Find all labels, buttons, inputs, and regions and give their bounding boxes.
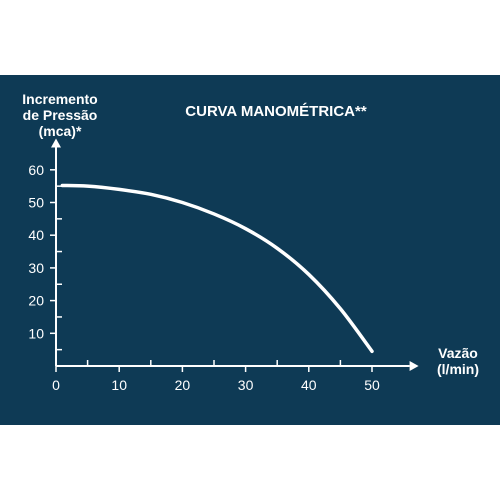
- x-tick-label: 20: [175, 377, 191, 393]
- x-axis-title-line-1: Vazão: [438, 345, 478, 361]
- axes: [51, 138, 419, 371]
- y-tick-label: 30: [28, 260, 44, 276]
- y-tick-label: 60: [28, 162, 44, 178]
- y-tick-label: 10: [28, 325, 44, 341]
- y-axis-title-line-1: Incremento: [22, 91, 97, 107]
- pressure-curve-line: [60, 183, 374, 354]
- x-tick-label: 50: [364, 377, 380, 393]
- x-tick-label: 30: [238, 377, 254, 393]
- x-axis-arrow: [409, 361, 419, 371]
- x-tick-label: 10: [111, 377, 127, 393]
- x-tick-label: 0: [52, 377, 60, 393]
- chart-title: CURVA MANOMÉTRICA**: [185, 103, 367, 120]
- x-tick-label: 40: [301, 377, 317, 393]
- y-axis-arrow: [51, 138, 61, 148]
- y-axis-title-line-3: (mca)*: [39, 123, 82, 139]
- y-tick-label: 20: [28, 293, 44, 309]
- series: [60, 183, 374, 354]
- ticks: 0 10 20 30 40 50 10 20 30 40 50 60: [28, 162, 380, 393]
- y-axis-title-line-2: de Pressão: [23, 107, 98, 123]
- y-tick-label: 40: [28, 227, 44, 243]
- y-tick-label: 50: [28, 195, 44, 211]
- x-axis-title-line-2: (l/min): [437, 361, 479, 377]
